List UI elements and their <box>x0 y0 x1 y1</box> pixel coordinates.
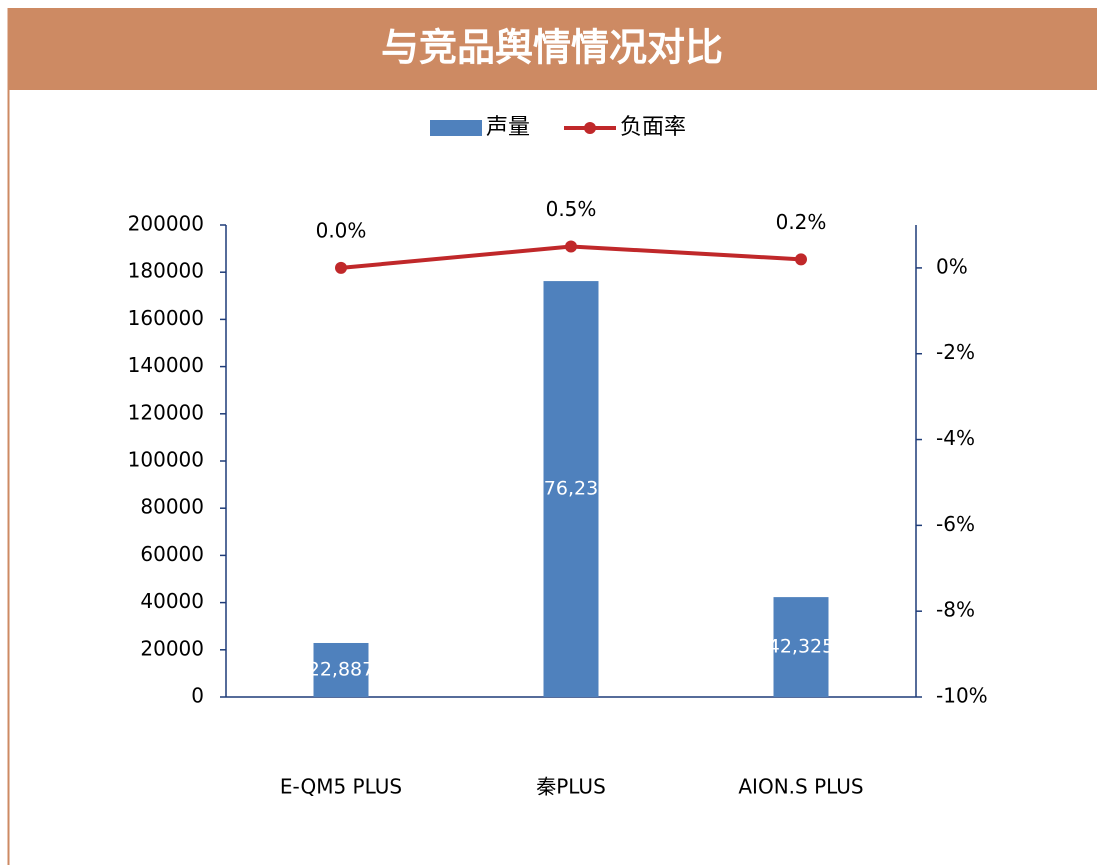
y-tick-label: 40000 <box>140 589 204 613</box>
y-tick-label: 80000 <box>140 495 204 519</box>
legend-label: 声量 <box>486 115 530 140</box>
y2-tick-label: -6% <box>936 512 975 536</box>
y-tick-label: 140000 <box>128 353 204 377</box>
y-tick-label: 120000 <box>128 400 204 424</box>
bar-value-label: 42,325 <box>768 636 834 658</box>
header-band <box>8 8 1097 90</box>
line-value-label: 0.5% <box>546 197 597 221</box>
y2-tick-label: -10% <box>936 684 988 708</box>
y-tick-label: 200000 <box>128 212 204 236</box>
y-tick-label: 180000 <box>128 259 204 283</box>
bar <box>313 642 369 697</box>
y2-tick-label: -8% <box>936 598 975 622</box>
y-tick-label: 100000 <box>128 448 204 472</box>
y2-tick-label: -4% <box>936 426 975 450</box>
legend-swatch <box>430 120 482 136</box>
y-tick-label: 0 <box>191 684 204 708</box>
bar <box>543 281 599 697</box>
legend-marker <box>584 122 596 134</box>
x-tick-label: AION.S PLUS <box>738 775 863 799</box>
bar <box>773 597 829 697</box>
y-tick-label: 20000 <box>140 636 204 660</box>
line-point <box>795 253 807 266</box>
bar-value-label: 22,887 <box>308 658 374 680</box>
line-value-label: 0.2% <box>776 210 827 234</box>
chart-title: 与竞品舆情情况对比 <box>381 26 723 70</box>
line-point <box>565 240 577 253</box>
line-value-label: 0.0% <box>316 218 367 242</box>
y-tick-label: 160000 <box>128 306 204 330</box>
legend-label: 负面率 <box>620 115 686 140</box>
line-point <box>335 261 347 274</box>
bar-value-label: 176,235 <box>532 478 611 500</box>
y2-tick-label: -2% <box>936 340 975 364</box>
x-tick-label: E-QM5 PLUS <box>280 775 402 799</box>
y2-tick-label: 0% <box>936 254 968 278</box>
x-tick-label: 秦PLUS <box>536 775 606 799</box>
y-tick-label: 60000 <box>140 542 204 566</box>
